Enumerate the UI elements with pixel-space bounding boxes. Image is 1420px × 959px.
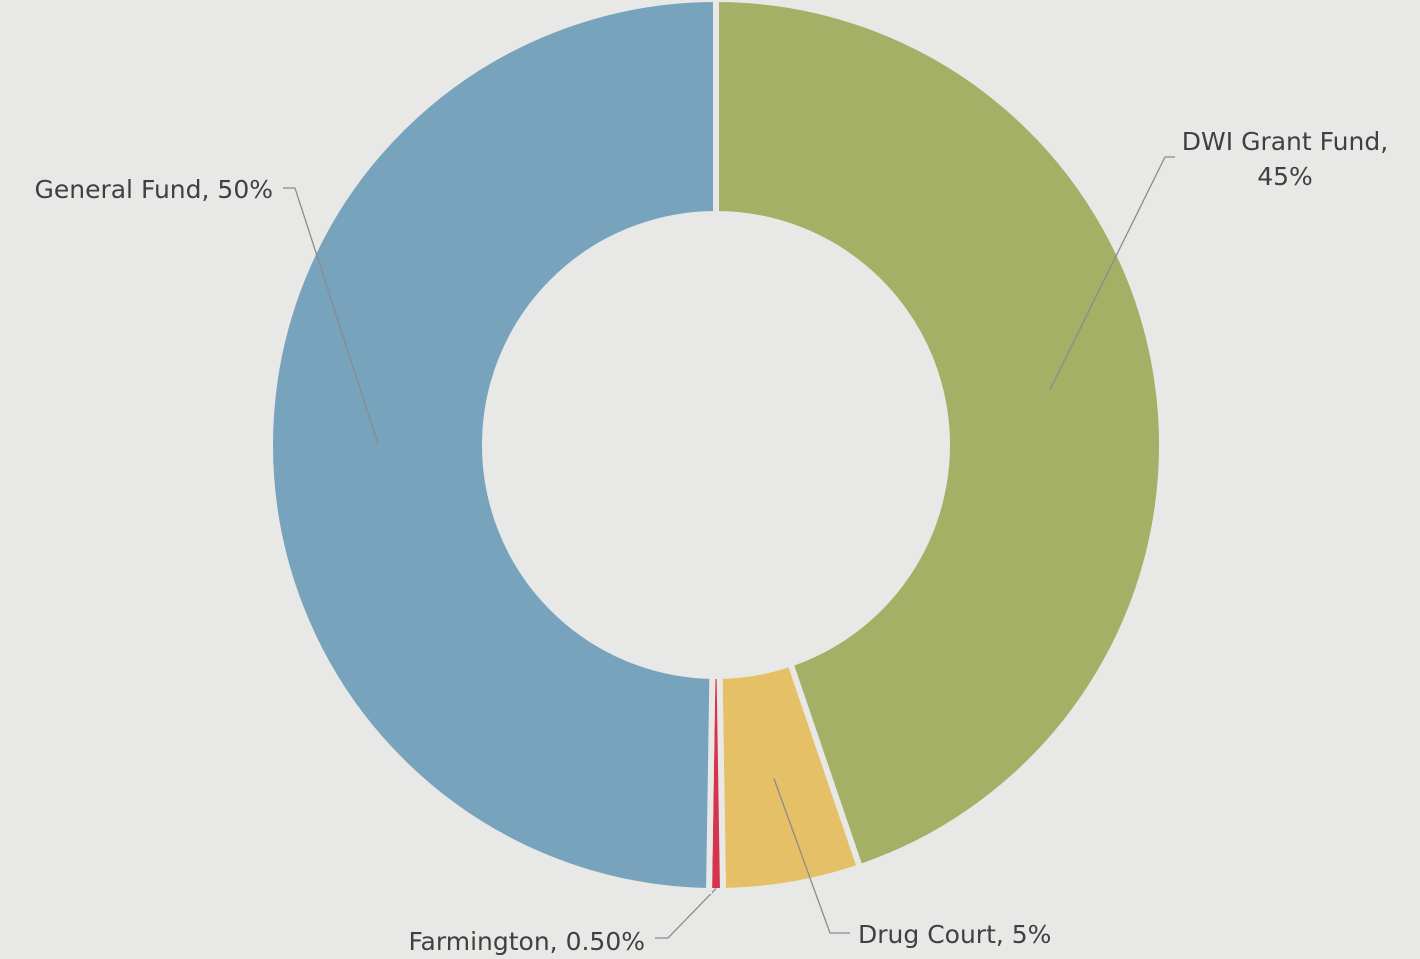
label-category: DWI Grant Fund bbox=[1182, 127, 1380, 156]
label-value: 45% bbox=[1257, 162, 1313, 191]
label-category: Farmington bbox=[408, 927, 549, 956]
label-separator: , bbox=[996, 920, 1012, 949]
label-value: 5% bbox=[1012, 920, 1052, 949]
label-category: Drug Court bbox=[858, 920, 996, 949]
label-value: 0.50% bbox=[566, 927, 645, 956]
label-separator: , bbox=[202, 175, 218, 204]
leader-line bbox=[773, 778, 850, 934]
label-value: 50% bbox=[217, 175, 273, 204]
data-label: DWI Grant Fund, 45% bbox=[1182, 127, 1388, 191]
leader-line bbox=[655, 888, 717, 939]
leader-line bbox=[1049, 156, 1175, 390]
leader-line bbox=[283, 187, 379, 443]
donut-slice bbox=[713, 0, 1165, 872]
data-label: Drug Court, 5% bbox=[858, 920, 1051, 949]
data-label: Farmington, 0.50% bbox=[408, 927, 645, 956]
label-separator: , bbox=[550, 927, 566, 956]
donut-slice bbox=[267, 0, 719, 894]
label-separator: , bbox=[1380, 127, 1388, 156]
label-category: General Fund bbox=[34, 175, 201, 204]
data-label: General Fund, 50% bbox=[34, 175, 273, 204]
